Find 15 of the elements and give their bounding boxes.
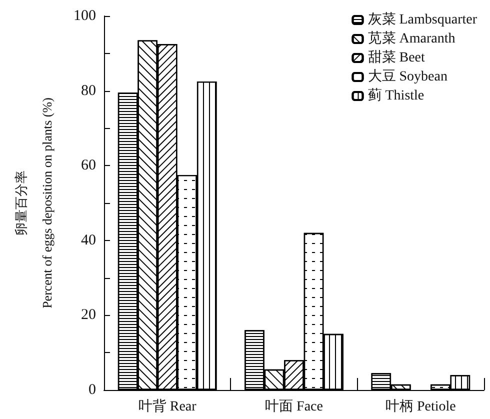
legend-label: 灰菜 Lambsquarter bbox=[368, 12, 478, 28]
y-tick-label: 0 bbox=[88, 382, 96, 398]
legend-label: 苋菜 Amaranth bbox=[368, 30, 456, 46]
x-tick-label: 叶面 Face bbox=[265, 398, 323, 414]
x-tick-label: 叶柄 Petiole bbox=[385, 398, 456, 414]
y-tick-label: 60 bbox=[81, 158, 96, 174]
legend-label: 蓟 Thistle bbox=[368, 88, 424, 104]
y-tick-label: 40 bbox=[81, 232, 96, 248]
legend-label: 甜菜 Beet bbox=[368, 50, 426, 66]
y-tick-label: 80 bbox=[81, 82, 96, 99]
y-tick-label: 20 bbox=[81, 307, 96, 324]
x-tick-label: 叶背 Rear bbox=[138, 398, 197, 414]
legend-label: 大豆 Soybean bbox=[368, 68, 448, 84]
y-tick-label: 100 bbox=[74, 8, 96, 24]
y-axis-title: 卵量百分率 Percent of eggs deposition on plants (%) bbox=[14, 98, 54, 308]
